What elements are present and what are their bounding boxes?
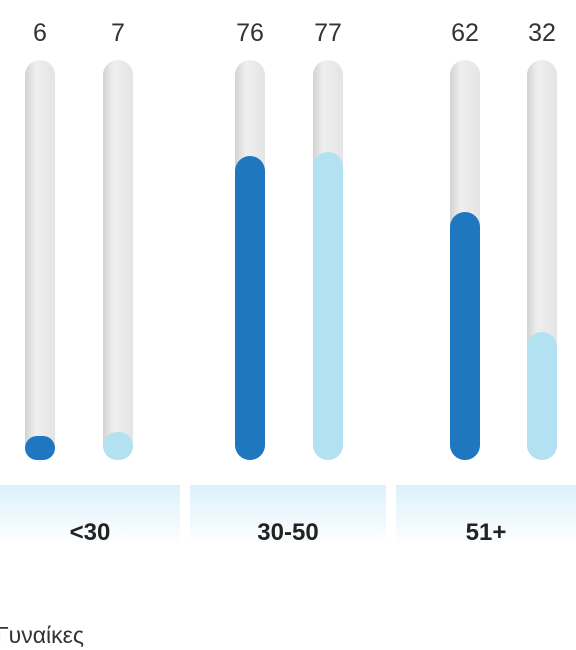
value-label: 7	[111, 19, 125, 47]
bar	[103, 432, 133, 460]
legend-label: Γυναίκες	[0, 622, 84, 648]
category-band-0	[0, 485, 180, 545]
value-label: 76	[236, 19, 264, 47]
value-label: 62	[451, 19, 479, 47]
category-band-2	[396, 485, 576, 545]
value-label: 6	[33, 19, 47, 47]
bar-chart: <30 6 7 30-50 76 77 51+ 62 32	[0, 19, 576, 546]
bar	[25, 436, 55, 460]
category-label: 51+	[466, 519, 507, 546]
bar	[313, 152, 343, 460]
bar	[450, 212, 480, 460]
category-label: 30-50	[257, 519, 318, 546]
value-label: 77	[314, 19, 342, 47]
bar	[235, 156, 265, 460]
bar	[527, 332, 557, 460]
category-label: <30	[70, 519, 111, 546]
bar-track	[103, 60, 133, 460]
category-band-1	[190, 485, 386, 545]
bar-track	[25, 60, 55, 460]
value-label: 32	[528, 19, 556, 47]
